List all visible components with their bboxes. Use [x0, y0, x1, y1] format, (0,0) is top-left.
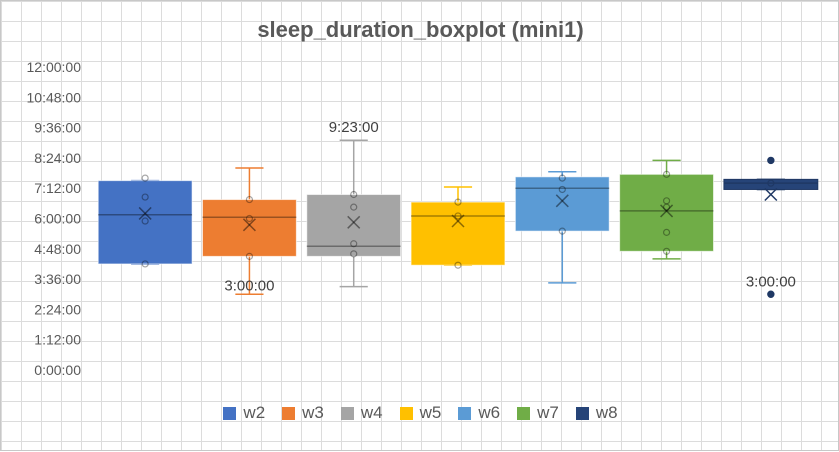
data-point	[141, 193, 149, 201]
legend-label: w8	[595, 403, 618, 422]
data-point	[454, 212, 462, 220]
data-point	[662, 203, 671, 211]
legend-label: w7	[537, 403, 559, 422]
data-point	[662, 197, 671, 205]
y-tick-label: 9:36:00	[34, 120, 81, 136]
data-label: 3:00:00	[224, 277, 274, 294]
box-w5	[410, 201, 506, 266]
mean-marker	[138, 206, 152, 220]
data-point	[245, 195, 254, 204]
outlier-point	[767, 290, 775, 298]
data-point	[767, 179, 775, 187]
legend-label: w6	[478, 403, 501, 422]
data-point	[454, 261, 462, 269]
mean-marker	[555, 194, 569, 208]
legend-swatch	[575, 406, 589, 420]
legend-item-w6: w6	[458, 403, 500, 423]
box-w3	[202, 199, 297, 257]
data-point	[558, 174, 566, 182]
mean-marker	[242, 218, 256, 232]
data-label: 9:23:00	[329, 119, 379, 136]
box-w8	[723, 178, 819, 190]
data-point	[141, 174, 149, 182]
legend-item-w5: w5	[399, 403, 442, 423]
mean-marker	[347, 215, 361, 229]
data-point	[245, 252, 254, 260]
data-point	[662, 170, 671, 178]
y-tick-label: 2:24:00	[34, 301, 81, 317]
y-tick-label: 1:12:00	[34, 332, 81, 348]
y-tick-label: 4:48:00	[34, 241, 81, 257]
data-point	[141, 260, 149, 268]
mean-marker	[764, 187, 778, 202]
chart-title: sleep_duration_boxplot (mini1)	[257, 17, 584, 42]
mean-marker	[242, 218, 256, 232]
legend-swatch	[282, 406, 296, 420]
mean-marker	[451, 214, 465, 228]
legend-swatch	[399, 406, 413, 420]
legend-item-w4: w4	[340, 403, 383, 423]
y-tick-label: 8:24:00	[34, 150, 81, 166]
legend-item-w3: w3	[282, 403, 324, 423]
mean-marker	[660, 204, 674, 218]
data-point	[662, 247, 671, 255]
data-point	[350, 250, 358, 258]
outlier-point	[767, 156, 775, 165]
mean-marker	[138, 206, 152, 220]
data-point	[350, 203, 358, 211]
mean-marker	[660, 204, 674, 218]
box-w4	[306, 194, 402, 257]
data-point	[558, 227, 566, 235]
y-tick-label: 10:48:00	[27, 89, 82, 105]
legend-label: w5	[419, 403, 442, 422]
mean-marker	[451, 214, 465, 228]
box-w6	[514, 176, 610, 232]
data-point	[662, 228, 671, 236]
legend-label: w3	[302, 403, 324, 422]
legend-item-w8: w8	[575, 403, 618, 423]
y-tick-label: 7:12:00	[34, 180, 81, 196]
data-point	[141, 217, 149, 225]
data-point	[245, 214, 254, 223]
y-tick-label: 12:00:00	[27, 59, 82, 75]
y-tick-label: 6:00:00	[34, 211, 81, 227]
data-point	[350, 240, 358, 248]
data-point	[558, 185, 566, 194]
y-tick-label: 0:00:00	[34, 362, 81, 378]
mean-marker	[347, 215, 361, 229]
legend-label: w4	[360, 403, 383, 422]
legend: w2 w3 w4 w5 w6 w7 w8	[1, 403, 839, 423]
y-tick-label: 3:36:00	[34, 271, 81, 287]
legend-swatch	[340, 406, 354, 420]
legend-swatch	[223, 406, 237, 420]
data-point	[350, 190, 358, 199]
legend-item-w2: w2	[223, 403, 265, 423]
legend-swatch	[517, 406, 531, 420]
mean-marker	[555, 194, 569, 208]
legend-swatch	[458, 406, 472, 420]
data-label: 3:00:00	[746, 273, 796, 290]
legend-label: w2	[243, 403, 266, 422]
data-point	[454, 198, 462, 206]
box-w2	[97, 180, 193, 265]
legend-item-w7: w7	[517, 403, 559, 423]
box-w7	[619, 173, 715, 252]
